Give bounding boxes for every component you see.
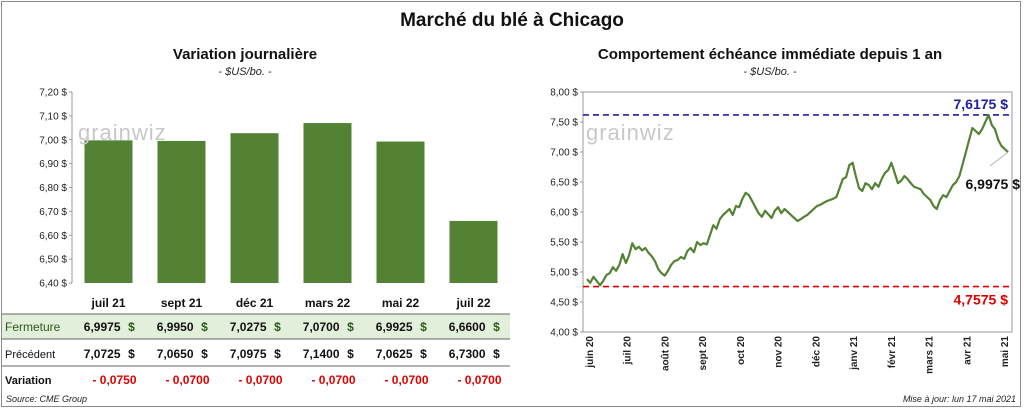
line-x-tick-label: juil 20 <box>623 336 634 366</box>
table-cell: - 0,0700 <box>165 373 209 387</box>
bar-category-label: sept 21 <box>161 296 203 310</box>
line-y-tick-label: 5,00 $ <box>550 268 578 279</box>
high-label: 7,6175 $ <box>954 96 1009 112</box>
bar-chart-unit: - $US/bo. - <box>218 66 272 78</box>
line-chart-title: Comportement échéance immédiate depuis 1… <box>597 46 943 63</box>
line-x-tick-label: déc 20 <box>811 336 822 368</box>
table-highlight-row <box>2 314 510 339</box>
table-cell-unit: $ <box>201 320 208 334</box>
line-y-tick-label: 8,00 $ <box>550 88 578 99</box>
line-x-tick-label: août 20 <box>660 336 671 371</box>
bar-category-label: juil 22 <box>455 296 490 310</box>
price-line <box>586 113 1009 287</box>
table-cell: 7,0725 <box>84 347 121 361</box>
last-value-leader <box>989 151 1009 167</box>
bar-y-tick-label: 6,40 $ <box>39 279 67 290</box>
table-cell-unit: $ <box>420 320 427 334</box>
bar-y-tick-label: 6,80 $ <box>39 183 67 194</box>
bar-y-tick-label: 6,70 $ <box>39 207 67 218</box>
line-y-tick-label: 5,50 $ <box>550 238 578 249</box>
line-x-tick-label: nov 20 <box>774 336 785 368</box>
bar-chart-title: Variation journalière <box>172 46 318 63</box>
bar-category-label: mars 22 <box>305 296 351 310</box>
line-chart-unit: - $US/bo. - <box>743 66 797 78</box>
bar-category-label: mai 22 <box>382 296 420 310</box>
bar <box>449 220 498 283</box>
line-x-tick-label: oct 20 <box>736 336 747 365</box>
bar-y-tick-label: 7,10 $ <box>39 111 67 122</box>
line-x-tick-label: mars 21 <box>925 336 936 374</box>
line-x-tick-label: févr 21 <box>887 336 898 369</box>
line-y-tick-label: 7,50 $ <box>550 118 578 129</box>
table-cell: - 0,0700 <box>311 373 355 387</box>
line-x-tick-label: avr 21 <box>962 336 973 365</box>
table-cell: - 0,0700 <box>457 373 501 387</box>
bar-category-label: juil 21 <box>90 296 125 310</box>
table-cell-unit: $ <box>128 347 135 361</box>
table-cell: 7,0625 <box>376 347 413 361</box>
bar <box>376 141 425 283</box>
table-cell: 6,9925 <box>376 320 413 334</box>
line-y-tick-label: 7,00 $ <box>550 148 578 159</box>
table-cell: 7,0700 <box>303 320 340 334</box>
bar <box>303 123 352 283</box>
bar-y-tick-label: 7,00 $ <box>39 135 67 146</box>
table-cell: 6,9975 <box>84 320 121 334</box>
line-watermark: grainwiz <box>586 120 675 145</box>
table-cell: 7,0275 <box>230 320 267 334</box>
table-cell-unit: $ <box>493 347 500 361</box>
table-cell-unit: $ <box>347 347 354 361</box>
table-cell-unit: $ <box>201 347 208 361</box>
last-value-label: 6,9975 $ <box>966 176 1021 192</box>
table-cell: 6,7300 <box>449 347 486 361</box>
table-cell-unit: $ <box>274 347 281 361</box>
table-cell: 7,1400 <box>303 347 340 361</box>
line-x-tick-label: janv 21 <box>849 336 860 371</box>
low-label: 4,7575 $ <box>954 292 1009 308</box>
line-x-tick-label: sept 20 <box>698 336 709 371</box>
bar-y-tick-label: 6,60 $ <box>39 231 67 242</box>
line-y-tick-label: 6,50 $ <box>550 178 578 189</box>
bar <box>230 133 279 283</box>
line-y-tick-label: 4,00 $ <box>550 328 578 339</box>
line-y-tick-label: 4,50 $ <box>550 298 578 309</box>
bar <box>84 140 133 283</box>
table-cell: 6,6600 <box>449 320 486 334</box>
table-cell: - 0,0700 <box>238 373 282 387</box>
table-cell: 6,9950 <box>157 320 194 334</box>
table-cell-unit: $ <box>274 320 281 334</box>
table-cell-unit: $ <box>493 320 500 334</box>
table-row-label: Précédent <box>5 349 55 361</box>
line-x-tick-label: mai 21 <box>1000 336 1011 368</box>
table-cell-unit: $ <box>347 320 354 334</box>
table-cell: - 0,0750 <box>92 373 136 387</box>
line-x-tick-label: juin 20 <box>585 336 596 369</box>
table-cell-unit: $ <box>128 320 135 334</box>
table-cell-unit: $ <box>420 347 427 361</box>
bar-category-label: déc 21 <box>236 296 274 310</box>
table-cell: - 0,0700 <box>384 373 428 387</box>
bar-y-tick-label: 6,90 $ <box>39 159 67 170</box>
line-y-tick-label: 6,00 $ <box>550 208 578 219</box>
table-cell: 7,0650 <box>157 347 194 361</box>
bar-y-tick-label: 6,50 $ <box>39 255 67 266</box>
main-title: Marché du blé à Chicago <box>400 10 624 31</box>
bar-y-tick-label: 7,20 $ <box>39 88 67 99</box>
table-row-label: Fermeture <box>5 320 61 334</box>
bar-watermark: grainwiz <box>78 120 167 145</box>
update-note: Mise à jour: lun 17 mai 2021 <box>902 394 1016 404</box>
bar <box>157 140 206 283</box>
table-cell: 7,0975 <box>230 347 267 361</box>
table-row-label: Variation <box>5 375 52 387</box>
source-note: Source: CME Group <box>6 394 88 404</box>
